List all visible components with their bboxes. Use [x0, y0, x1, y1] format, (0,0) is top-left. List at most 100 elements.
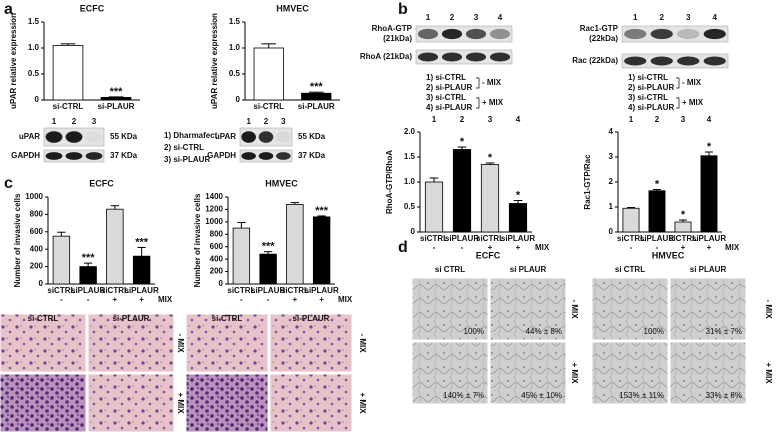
blot-band — [650, 56, 673, 66]
blot-size: 37 KDa — [110, 151, 138, 160]
y-tick-label: 0 — [219, 279, 224, 288]
legend-item: 2) si-PLAUR — [426, 83, 472, 92]
mix-sign: - — [433, 243, 436, 252]
blot-strip — [415, 25, 513, 43]
bar — [132, 255, 151, 285]
blot-band — [677, 28, 700, 40]
panel-letter: a — [4, 1, 13, 18]
lane-number: 3 — [681, 115, 686, 124]
y-tick-label: 1.0 — [28, 43, 40, 52]
bar — [452, 149, 472, 233]
blot-band — [45, 131, 63, 143]
lane-number: 1 — [629, 115, 634, 124]
legend-item: 2) si-PLAUR — [628, 83, 674, 92]
y-tick-label: 4 — [609, 127, 614, 136]
legend-item: 4) si-PLAUR — [426, 103, 472, 112]
mix-label: MIX — [338, 295, 353, 304]
blot-band — [441, 28, 463, 40]
panel-title: ECFC — [476, 250, 501, 260]
panel-letter: d — [398, 239, 408, 256]
mix-sign: + — [681, 243, 686, 252]
mix-label: MIX — [158, 295, 173, 304]
panel-letter: c — [4, 175, 13, 192]
blot-size: 55 KDa — [110, 132, 138, 141]
blot-label: RhoA (21kDa) — [360, 52, 412, 61]
y-tick-label: 0 — [39, 279, 44, 288]
blot-band — [489, 52, 511, 62]
x-tick-label: siCTRL — [47, 286, 75, 295]
lane-number: 1 — [432, 115, 437, 124]
bar — [508, 203, 528, 233]
blot-label: uPAR — [215, 132, 236, 141]
micrograph — [269, 373, 353, 433]
lane-number: 2 — [450, 13, 455, 22]
bar — [52, 235, 71, 285]
chart-title: ECFC — [89, 178, 114, 188]
group-label: - MIX — [482, 78, 502, 87]
y-axis-label: uPAR relative expression — [9, 13, 18, 109]
y-tick-label: 1.5 — [404, 152, 416, 161]
significance-label: *** — [310, 81, 324, 93]
blot-strip — [415, 49, 513, 65]
chart-title: HMVEC — [265, 178, 298, 188]
bar — [700, 155, 718, 233]
percentage: 44% ± 8% — [526, 327, 562, 336]
y-tick-label: 1.0 — [229, 43, 241, 52]
percentage: 100% — [644, 327, 664, 336]
bar — [253, 47, 284, 101]
y-axis-label: Rac1-GTP/Rac — [583, 154, 592, 210]
x-tick-label: si-PLAUR — [298, 102, 335, 111]
legend-item: 1) Dharmafect — [164, 131, 218, 140]
blot-label: uPAR — [19, 132, 40, 141]
mix-sign: - — [87, 295, 90, 304]
blot-band — [258, 152, 274, 160]
y-tick-label: 800 — [30, 210, 44, 219]
column-label: si-PLAUR — [113, 314, 150, 323]
y-tick-label: 0.5 — [229, 69, 241, 78]
blot-label: Rac (22kDa) — [572, 56, 618, 65]
lane-number: 1 — [633, 13, 638, 22]
lane-number: 4 — [498, 13, 503, 22]
blot-strip — [621, 25, 729, 43]
chart-title: HMVEC — [276, 3, 309, 13]
micrograph — [185, 313, 269, 373]
mix-sign: + — [293, 295, 298, 304]
lane-number: 2 — [264, 117, 269, 126]
micrograph — [489, 341, 567, 405]
blot-band — [45, 152, 63, 160]
y-tick-label: 0.5 — [28, 69, 40, 78]
significance-label: * — [681, 209, 686, 221]
legend-item: 3) si-CTRL — [426, 93, 466, 102]
y-tick-label: 3 — [609, 152, 614, 161]
blot-band — [65, 152, 83, 160]
x-tick-label: siPLAUR — [692, 234, 726, 243]
column-label: si-CTRL — [212, 314, 243, 323]
blot-band — [703, 28, 726, 40]
legend-item: 4) si-PLAUR — [628, 103, 674, 112]
panel-letter: b — [398, 1, 408, 18]
y-tick-label: 200 — [210, 267, 224, 276]
blot-band — [441, 52, 463, 62]
blot-label: GAPDH — [207, 151, 236, 160]
bracket — [676, 97, 680, 109]
bar — [480, 164, 500, 233]
row-label: - MIX — [570, 299, 579, 319]
y-tick-label: 1 — [609, 202, 614, 211]
percentage: 33% ± 8% — [706, 391, 742, 400]
blot-band — [65, 131, 83, 143]
micrograph — [489, 277, 567, 341]
bar — [259, 253, 277, 285]
mix-sign: - — [240, 295, 243, 304]
bar — [312, 216, 331, 285]
blot-band — [86, 131, 103, 143]
lane-number: 3 — [474, 13, 479, 22]
significance-label: * — [707, 141, 712, 153]
mix-label: MIX — [535, 243, 550, 252]
significance-label: *** — [315, 205, 329, 217]
bar — [79, 266, 97, 285]
blot-band — [677, 56, 700, 66]
y-axis-label: RhoA-GTP/RhoA — [385, 150, 394, 214]
column-label: si-PLAUR — [293, 314, 330, 323]
row-label: + MIX — [764, 362, 773, 384]
blot-band — [465, 52, 487, 62]
